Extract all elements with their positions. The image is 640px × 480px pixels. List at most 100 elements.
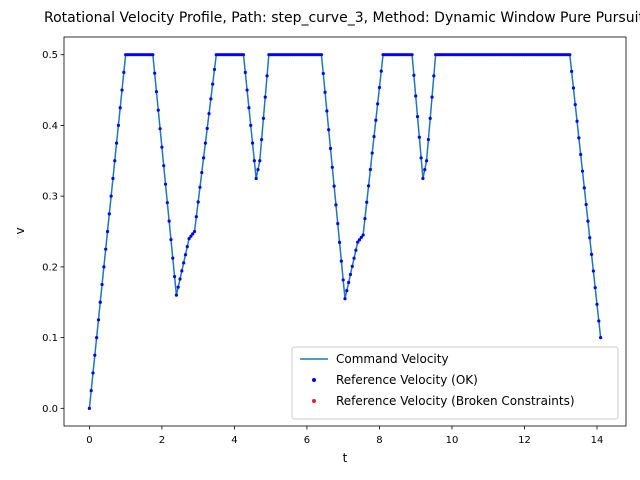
reference-velocity-ok-point (432, 74, 436, 78)
x-axis-ticks: 0 2 4 6 8 10 12 14 (86, 426, 603, 446)
reference-velocity-ok-point (209, 97, 213, 101)
legend-label: Reference Velocity (OK) (336, 373, 478, 387)
axes-frame (63, 36, 627, 427)
reference-velocity-ok-point (263, 95, 267, 99)
reference-velocity-ok-point (194, 215, 198, 219)
plot-area (63, 36, 627, 427)
reference-velocity-ok-point (341, 278, 345, 282)
reference-velocity-ok-point (319, 53, 324, 57)
y-tick-label: 0.2 (42, 262, 58, 273)
y-tick-label: 0.0 (42, 404, 58, 415)
reference-velocity-ok-point (174, 293, 178, 297)
reference-velocity-ok-point (374, 118, 378, 122)
reference-velocity-ok-point (203, 141, 208, 145)
reference-velocity-ok-point (192, 229, 197, 234)
reference-velocity-ok-point (584, 202, 588, 207)
reference-velocity-ok-point (109, 194, 113, 198)
reference-velocity-ok-point (116, 123, 120, 128)
reference-velocity-ok-point (571, 86, 576, 90)
reference-velocity-ok-point (196, 200, 200, 204)
y-tick-label: 0.5 (42, 50, 58, 61)
reference-velocity-ok-point (321, 71, 325, 76)
reference-velocity-ok-point (370, 151, 374, 155)
reference-velocity-ok-point (96, 318, 101, 322)
reference-velocity-ok-point (111, 176, 115, 181)
reference-velocity-ok-point (372, 135, 376, 139)
legend-label: Command Velocity (336, 352, 449, 366)
reference-velocity-ok-point (354, 248, 358, 252)
reference-velocity-ok-point (260, 137, 264, 142)
reference-velocity-ok-point (185, 245, 189, 249)
reference-velocity-ok-point (176, 285, 180, 289)
reference-velocity-ok-point (430, 95, 434, 99)
reference-velocity-ok-point (154, 90, 159, 94)
reference-velocity-ok-point (191, 232, 195, 236)
reference-velocity-ok-point (343, 297, 347, 301)
reference-velocity-ok-point (577, 136, 581, 140)
reference-velocity-ok-point (579, 152, 583, 157)
reference-velocity-ok-point (339, 259, 343, 263)
reference-velocity-ok-point (93, 353, 97, 357)
reference-velocity-ok-point (336, 222, 340, 226)
reference-velocity-ok-point (163, 182, 168, 186)
legend-label: Reference Velocity (Broken Constraints) (336, 394, 575, 408)
reference-velocity-ok-point (595, 302, 599, 306)
reference-velocity-ok-point (151, 53, 155, 57)
reference-velocity-ok-point (87, 406, 91, 410)
reference-velocity-ok-point (591, 269, 595, 273)
reference-velocity-ok-point (256, 168, 260, 172)
reference-velocity-ok-point (180, 269, 184, 273)
y-tick-label: 0.3 (42, 192, 58, 203)
reference-velocity-ok-point (162, 164, 166, 168)
reference-velocity-ok-point (356, 240, 360, 244)
reference-velocity-ok-point (89, 389, 93, 393)
reference-velocity-ok-point (325, 109, 329, 113)
reference-velocity-ok-point (323, 90, 327, 94)
reference-velocity-ok-point (419, 156, 423, 160)
reference-velocity-ok-point (570, 69, 574, 73)
legend: Command Velocity Reference Velocity (OK) R… (291, 346, 619, 420)
reference-velocity-ok-point (249, 123, 253, 128)
reference-velocity-ok-point (243, 70, 247, 74)
reference-velocity-ok-point (350, 264, 354, 268)
reference-velocity-ok-point (265, 74, 269, 78)
reference-velocity-ok-point (158, 127, 162, 131)
reference-velocity-ok-point (582, 186, 586, 190)
reference-velocity-ok-point (160, 145, 164, 149)
chart-title: Rotational Velocity Profile, Path: step_… (44, 10, 640, 26)
reference-velocity-ok-point (366, 184, 371, 188)
reference-velocity-ok-point (327, 128, 331, 132)
reference-velocity-ok-point (345, 289, 349, 293)
reference-velocity-ok-point (104, 247, 108, 251)
reference-velocity-ok-point (379, 69, 383, 73)
reference-velocity-ok-point (357, 238, 362, 242)
reference-velocity-ok-point (424, 159, 429, 163)
reference-velocity-ok-point (122, 70, 126, 74)
x-tick-label: 8 (376, 435, 382, 446)
reference-velocity-ok-point (189, 234, 193, 238)
reference-velocity-ok-point (211, 82, 215, 86)
reference-velocity-ok-point (423, 168, 427, 172)
reference-velocity-ok-point (415, 114, 420, 119)
reference-velocity-ok-point (599, 335, 603, 340)
reference-velocity-ok-point (102, 265, 106, 269)
reference-velocity-ok-point (368, 167, 372, 172)
x-tick-label: 4 (231, 435, 237, 446)
reference-velocity-ok-point (165, 201, 169, 205)
y-axis-ticks: 0.0 0.1 0.2 0.3 0.4 0.5 (42, 50, 64, 415)
reference-velocity-ok-point (588, 236, 592, 240)
reference-velocity-ok-point (332, 184, 336, 188)
reference-velocity-ok-point (250, 141, 255, 145)
reference-velocity-ok-point (172, 275, 177, 279)
reference-velocity-ok-point (328, 146, 333, 151)
reference-velocity-ok-point (359, 235, 363, 239)
x-tick-label: 0 (86, 435, 92, 446)
reference-velocity-ok-point (212, 67, 217, 72)
legend-marker-swatch (312, 399, 316, 403)
x-tick-label: 6 (304, 435, 310, 446)
reference-velocity-ok-point (258, 159, 262, 163)
reference-velocity-ok-point (337, 240, 342, 244)
reference-velocity-ok-point (348, 272, 353, 277)
reference-velocity-ok-point (114, 141, 119, 145)
